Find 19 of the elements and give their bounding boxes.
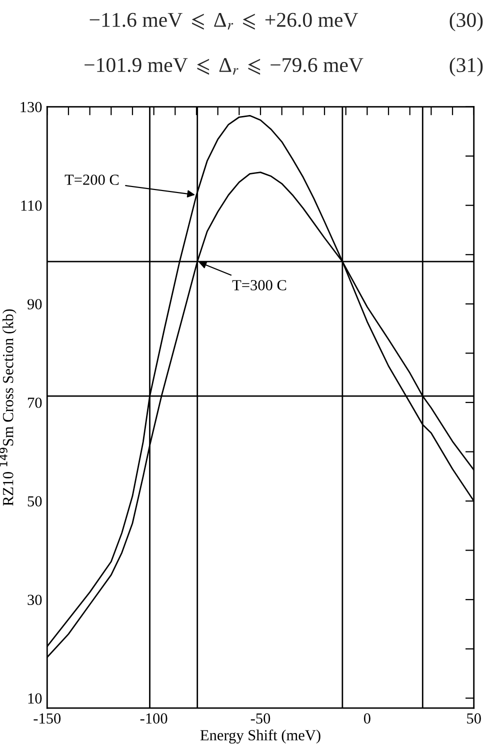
- x-tick-label: 50: [467, 713, 481, 724]
- text: (30): [450, 12, 483, 32]
- x-axis-title: Energy Shift (meV): [200, 730, 320, 744]
- y-tick-label: 50: [28, 496, 42, 506]
- y-tick-label: 10: [28, 693, 42, 704]
- y-tick-label: 70: [28, 398, 42, 408]
- annotation: T=300 C: [232, 280, 286, 290]
- y-tick-label: 90: [27, 299, 42, 310]
- x-tick-label: -100: [140, 713, 168, 724]
- y-tick-label: 130: [20, 102, 42, 112]
- y-tick-label: 30: [28, 594, 42, 606]
- text: −11.6 meV ⩽ Δ$_{r}$ ⩽ +26.0 meV: [90, 12, 358, 30]
- x-tick-label: 0: [364, 713, 370, 724]
- y-tick-label: 110: [21, 200, 42, 211]
- annotation: T=200 C: [64, 174, 119, 185]
- x-tick-label: -50: [250, 713, 270, 724]
- text: (31): [450, 57, 483, 76]
- text: −101.9 meV ⩽ Δ$_{r}$ ⩽ −79.6 meV: [84, 58, 364, 75]
- x-tick-label: -150: [34, 713, 61, 724]
